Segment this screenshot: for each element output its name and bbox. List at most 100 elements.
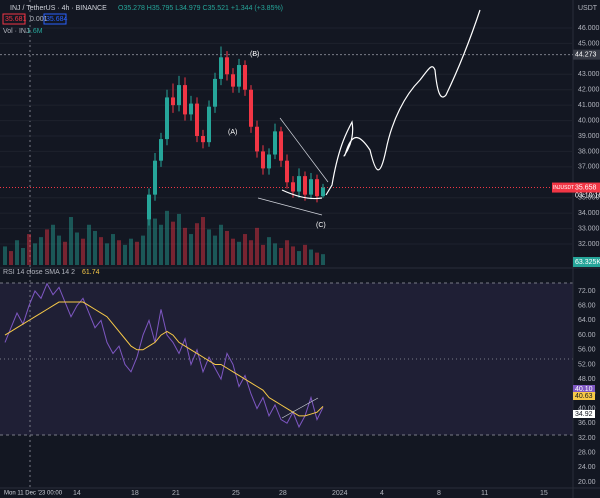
volume-bar [315, 252, 319, 265]
rsi-tag-bg [573, 410, 595, 418]
rsi-tag: 40.10 [575, 386, 593, 393]
volume-bar [99, 237, 103, 265]
sell-price: 35.681 [5, 16, 27, 23]
volume-bar [15, 240, 19, 265]
wedge-line [257, 197, 323, 216]
volume-bar [141, 235, 145, 265]
volume-bar [195, 223, 199, 265]
time-label: 2024 [332, 490, 348, 497]
volume-bar [291, 246, 295, 265]
volume-bar [81, 238, 85, 265]
candle-body [255, 126, 259, 152]
base-curve [281, 189, 323, 200]
volume-bar [45, 229, 49, 265]
rsi-tag: 40.63 [575, 393, 593, 400]
volume-bar [279, 247, 283, 265]
rsi-tick-label: 56.00 [578, 347, 596, 354]
volume-bar [51, 224, 55, 265]
volume-bar [69, 217, 73, 265]
volume-bar [225, 230, 229, 265]
time-label: 25 [232, 490, 240, 497]
candle-body [213, 78, 217, 107]
rsi-tick-label: 32.00 [578, 435, 596, 442]
time-label: 14 [73, 490, 81, 497]
volume-bar [321, 254, 325, 265]
volume-bar [111, 234, 115, 265]
candle-body [291, 182, 295, 192]
volume-bar [201, 217, 205, 265]
high-tag: 44.273 [575, 51, 597, 58]
volume-bar [285, 240, 289, 265]
volume-bar [123, 244, 127, 265]
candle-body [315, 179, 319, 197]
volume-bar [27, 234, 31, 265]
volume-tag-bg [573, 257, 600, 267]
volume-bar [207, 229, 211, 265]
rsi-line [4, 282, 324, 429]
buy-price: 35.684 [46, 16, 68, 23]
price-tick-label: 46.000 [578, 25, 600, 32]
wedge-line [279, 117, 329, 183]
time-label: 28 [279, 490, 287, 497]
price-tick-label: 34.000 [578, 210, 600, 217]
volume-bar [183, 227, 187, 265]
rsi-value: 61.74 [82, 269, 100, 276]
high-tag-bg [573, 49, 600, 60]
last-tag-bg [573, 182, 600, 193]
volume-tag: 63.325K [575, 259, 600, 266]
time-label: 4 [380, 490, 384, 497]
currency: USDT [578, 5, 598, 12]
candle-body [273, 131, 277, 155]
rsi-ma-line [4, 301, 324, 417]
volume-bar [213, 235, 217, 265]
rsi-tick-label: 72.00 [578, 288, 596, 295]
rsi-tick-label: 52.00 [578, 361, 596, 368]
rsi-trend [281, 397, 319, 419]
rsi-tag: 34.92 [575, 411, 593, 418]
time-label: 8 [437, 490, 441, 497]
forecast-path [325, 9, 481, 196]
volume-bar [231, 238, 235, 265]
volume-bar [171, 221, 175, 265]
spread: 0.001 [30, 16, 48, 23]
candle-body [171, 97, 175, 106]
volume-bar [147, 200, 151, 265]
volume-bar [249, 240, 253, 265]
volume-bar [57, 235, 61, 265]
price-tick-label: 45.000 [578, 40, 600, 47]
candle-body [231, 74, 235, 87]
volume-bar [93, 230, 97, 265]
candle-body [267, 154, 271, 169]
price-tick-label: 39.000 [578, 133, 600, 140]
candle-body [321, 187, 325, 197]
time-label: 18 [131, 490, 139, 497]
candle-body [297, 176, 301, 192]
volume-bar [303, 244, 307, 265]
volume-bar [33, 243, 37, 265]
candle-body [177, 85, 181, 106]
volume-bar [75, 232, 79, 265]
volume-bar [3, 246, 7, 265]
candle-body [225, 57, 229, 75]
candle-body [183, 85, 187, 115]
price-tick-label: 41.000 [578, 102, 600, 109]
symbol-tag: INJUSDT [553, 185, 574, 191]
rsi-tick-label: 40.00 [578, 405, 596, 412]
rsi-tag-bg [573, 385, 595, 393]
price-tick-label: 33.000 [578, 225, 600, 232]
volume-value: 1.6M [27, 28, 43, 35]
rsi-tick-label: 64.00 [578, 317, 596, 324]
price-tick-label: 32.000 [578, 241, 600, 248]
volume-bar [135, 241, 139, 265]
sell-box[interactable] [2, 13, 26, 25]
candle-body [219, 57, 223, 79]
volume-bar [117, 240, 121, 265]
candle-body [189, 103, 193, 115]
buy-box[interactable] [43, 13, 67, 25]
rsi-tick-label: 48.00 [578, 376, 596, 383]
candle-body [285, 160, 289, 183]
candle-body [153, 160, 157, 195]
volume-bar [267, 237, 271, 265]
